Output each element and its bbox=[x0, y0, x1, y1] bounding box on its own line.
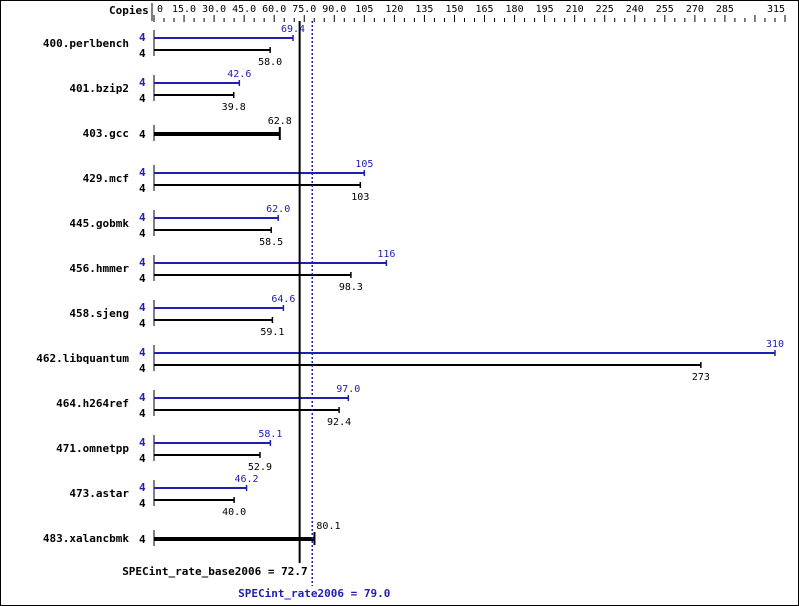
base-value: 58.0 bbox=[258, 57, 282, 68]
tick-label: 240 bbox=[626, 4, 644, 15]
base-value: 58.5 bbox=[259, 237, 283, 248]
tick-label: 105 bbox=[355, 4, 373, 15]
base-value: 39.8 bbox=[222, 102, 246, 113]
tick-label: 315 bbox=[767, 4, 785, 15]
base-copies: 4 bbox=[139, 128, 146, 141]
tick-label: 135 bbox=[415, 4, 433, 15]
axis-label: Copies bbox=[109, 4, 149, 17]
tick-label: 120 bbox=[385, 4, 403, 15]
benchmark-name: 400.perlbench bbox=[43, 37, 129, 50]
peak-copies: 4 bbox=[139, 211, 146, 224]
tick-label: 225 bbox=[596, 4, 614, 15]
peak-copies: 4 bbox=[139, 391, 146, 404]
base-copies: 4 bbox=[139, 47, 146, 60]
peak-value: 69.4 bbox=[281, 24, 305, 35]
base-value: 80.1 bbox=[316, 521, 340, 532]
peak-value: 62.0 bbox=[266, 204, 290, 215]
base-copies: 4 bbox=[139, 317, 146, 330]
tick-label: 75.0 bbox=[292, 4, 316, 15]
benchmark-name: 458.sjeng bbox=[69, 307, 129, 320]
benchmark-name: 445.gobmk bbox=[69, 217, 129, 230]
base-value: 52.9 bbox=[248, 462, 272, 473]
base-value: 103 bbox=[351, 192, 369, 203]
peak-copies: 4 bbox=[139, 436, 146, 449]
base-value: 40.0 bbox=[222, 507, 246, 518]
benchmark-name: 471.omnetpp bbox=[56, 442, 129, 455]
peak-copies: 4 bbox=[139, 76, 146, 89]
benchmark-name: 464.h264ref bbox=[56, 397, 129, 410]
benchmark-name: 403.gcc bbox=[83, 127, 129, 140]
tick-label: 165 bbox=[475, 4, 493, 15]
base-value: 92.4 bbox=[327, 417, 351, 428]
benchmark-name: 429.mcf bbox=[83, 172, 129, 185]
tick-label: 255 bbox=[656, 4, 674, 15]
tick-label: 285 bbox=[716, 4, 734, 15]
tick-label: 60.0 bbox=[262, 4, 286, 15]
peak-value: 64.6 bbox=[271, 294, 295, 305]
peak-copies: 4 bbox=[139, 481, 146, 494]
peak-copies: 4 bbox=[139, 301, 146, 314]
tick-label: 150 bbox=[445, 4, 463, 15]
tick-label: 45.0 bbox=[232, 4, 256, 15]
benchmark-name: 401.bzip2 bbox=[69, 82, 129, 95]
base-copies: 4 bbox=[139, 227, 146, 240]
benchmark-name: 456.hmmer bbox=[69, 262, 129, 275]
tick-label: 90.0 bbox=[322, 4, 346, 15]
peak-copies: 4 bbox=[139, 256, 146, 269]
peak-value: 46.2 bbox=[234, 474, 258, 485]
benchmark-name: 462.libquantum bbox=[36, 352, 129, 365]
tick-label: 180 bbox=[506, 4, 524, 15]
base-value: 62.8 bbox=[268, 116, 292, 127]
base-copies: 4 bbox=[139, 452, 146, 465]
base-copies: 4 bbox=[139, 533, 146, 546]
peak-value: 58.1 bbox=[258, 429, 282, 440]
peak-copies: 4 bbox=[139, 166, 146, 179]
tick-label: 210 bbox=[566, 4, 584, 15]
base-copies: 4 bbox=[139, 272, 146, 285]
tick-label: 30.0 bbox=[202, 4, 226, 15]
base-copies: 4 bbox=[139, 92, 146, 105]
benchmark-name: 483.xalancbmk bbox=[43, 532, 129, 545]
peak-value: 42.6 bbox=[227, 69, 251, 80]
tick-label: 0 bbox=[157, 4, 163, 15]
tick-label: 15.0 bbox=[172, 4, 196, 15]
peak-value: 105 bbox=[355, 159, 373, 170]
tick-label: 195 bbox=[536, 4, 554, 15]
base-copies: 4 bbox=[139, 497, 146, 510]
peak-value: 116 bbox=[377, 249, 395, 260]
peak-mean-label: SPECint_rate2006 = 79.0 bbox=[238, 587, 390, 600]
peak-value: 97.0 bbox=[336, 384, 360, 395]
benchmark-name: 473.astar bbox=[69, 487, 129, 500]
base-copies: 4 bbox=[139, 362, 146, 375]
base-value: 59.1 bbox=[260, 327, 284, 338]
peak-copies: 4 bbox=[139, 31, 146, 44]
peak-copies: 4 bbox=[139, 346, 146, 359]
peak-value: 310 bbox=[766, 339, 784, 350]
tick-label: 270 bbox=[686, 4, 704, 15]
base-mean-label: SPECint_rate_base2006 = 72.7 bbox=[122, 565, 307, 578]
base-copies: 4 bbox=[139, 407, 146, 420]
base-value: 98.3 bbox=[339, 282, 363, 293]
base-value: 273 bbox=[692, 372, 710, 383]
base-copies: 4 bbox=[139, 182, 146, 195]
